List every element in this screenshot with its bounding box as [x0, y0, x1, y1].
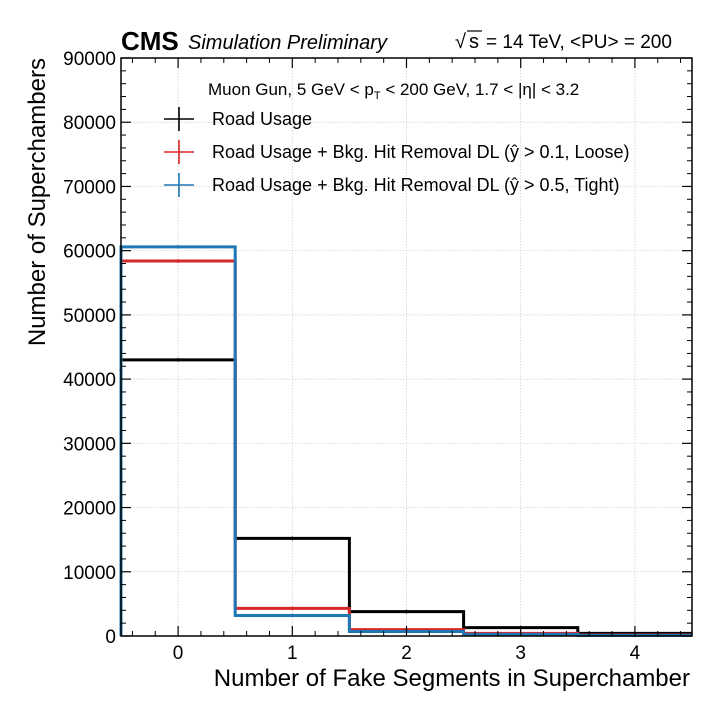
y-tick-label: 90000: [63, 49, 116, 70]
y-tick-label: 0: [105, 627, 116, 648]
x-axis-title: Number of Fake Segments in Superchamber: [214, 665, 690, 692]
energy-text: = 14 TeV, <PU> = 200: [486, 32, 672, 53]
legend-label: Road Usage + Bkg. Hit Removal DL (ŷ > 0.…: [212, 175, 620, 195]
axis-ticks: [121, 57, 692, 637]
legend-entry-2: Road Usage + Bkg. Hit Removal DL (ŷ > 0.…: [164, 140, 630, 164]
annotation-part2: < 200 GeV, 1.7 < |η| < 3.2: [381, 80, 580, 99]
legend-label: Road Usage + Bkg. Hit Removal DL (ŷ > 0.…: [212, 142, 630, 162]
status-label: Simulation Preliminary: [188, 32, 388, 54]
annotation-text: Muon Gun, 5 GeV < pT < 200 GeV, 1.7 < |η…: [208, 80, 579, 102]
sqrt-s: s: [469, 31, 479, 53]
y-tick-label: 80000: [63, 113, 116, 134]
x-tick-label: 4: [630, 643, 641, 664]
y-tick-label: 10000: [63, 563, 116, 584]
y-tick-label: 20000: [63, 499, 116, 520]
sqrt-symbol: √: [455, 31, 466, 53]
tick-labels: 0 10000 20000 30000 40000 50000 60000 70000 8000…: [63, 49, 640, 664]
energy-label: √ s = 14 TeV, <PU> = 200: [455, 30, 672, 53]
legend-entry-1: Road Usage: [164, 107, 312, 131]
y-axis-title: Number of Superchambers: [24, 58, 51, 346]
experiment-label: CMS: [121, 26, 179, 56]
x-tick-label: 0: [173, 643, 184, 664]
x-tick-label: 3: [515, 643, 526, 664]
histogram-step-line: [119, 245, 692, 637]
annotation-part1: Muon Gun, 5 GeV < p: [208, 80, 374, 99]
grid-lines: [121, 58, 692, 636]
annotation-subscript: T: [374, 90, 381, 102]
y-tick-label: 50000: [63, 306, 116, 327]
y-tick-label: 30000: [63, 434, 116, 455]
x-tick-label: 1: [287, 643, 298, 664]
legend-entry-3: Road Usage + Bkg. Hit Removal DL (ŷ > 0.…: [164, 173, 620, 197]
legend: Road Usage Road Usage + Bkg. Hit Removal …: [164, 107, 630, 197]
y-tick-label: 60000: [63, 242, 116, 263]
y-tick-label: 40000: [63, 370, 116, 391]
legend-label: Road Usage: [212, 109, 312, 129]
y-tick-label: 70000: [63, 177, 116, 198]
x-tick-label: 2: [401, 643, 412, 664]
